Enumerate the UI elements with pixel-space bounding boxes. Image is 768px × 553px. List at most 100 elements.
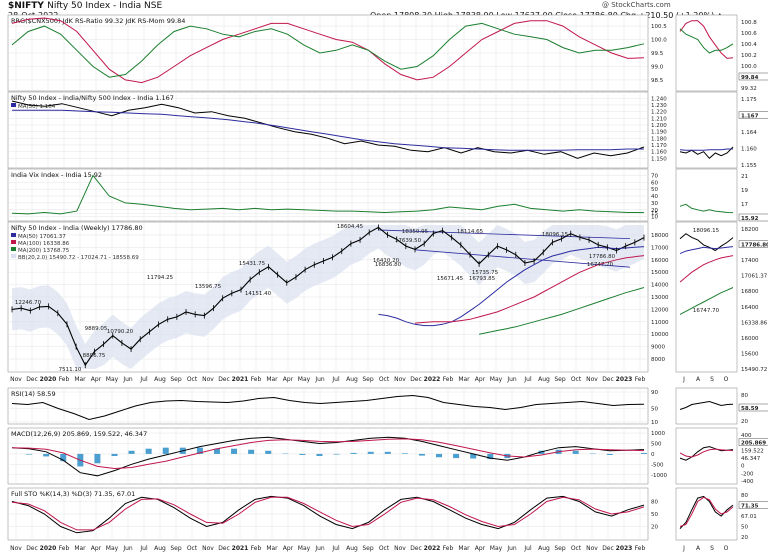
side-tick-label-rsi: 20 <box>741 419 748 425</box>
price-annotation: 15735.75 <box>472 270 499 276</box>
side-tick-label-price: 16338.86 <box>741 320 768 326</box>
price-annotation: 17639.50 <box>395 238 422 244</box>
y-tick-label-rrg: 100.5 <box>651 24 667 30</box>
macd-histogram-bar <box>384 451 391 454</box>
x-axis-label-bottom: Nov <box>394 545 406 552</box>
y-tick-label-ratio: 1.240 <box>651 96 667 102</box>
x-axis-label: Mar <box>266 376 278 383</box>
side-tick-label-macd: -400 <box>741 479 754 485</box>
x-axis-label: Feb <box>443 376 454 383</box>
x-axis-label: Aug <box>538 376 550 383</box>
y-tick-label-price: 17000 <box>651 245 669 251</box>
x-axis-label-bottom: Apr <box>283 545 294 552</box>
price-annotation: 15671.45 <box>437 276 464 282</box>
y-tick-label-vix: 10 <box>651 215 658 221</box>
bollinger-band <box>12 225 644 369</box>
y-tick-label-ratio: 1.170 <box>651 143 667 149</box>
price-annotation: 13596.75 <box>195 284 222 290</box>
x-axis-label: Dec <box>410 376 422 383</box>
x-axis-label: Sep <box>170 376 182 383</box>
series-line-ratio-0 <box>11 100 645 159</box>
x-axis-label: Dec <box>26 376 38 383</box>
y-tick-label-sto: 20 <box>651 525 658 531</box>
price-annotation: 16410.20 <box>373 258 400 264</box>
macd-histogram-bar <box>111 453 118 456</box>
x-axis-label-bottom: Jul <box>523 545 532 552</box>
side-tick-label-price: 17061.37 <box>741 274 768 280</box>
price-annotation: 11794.25 <box>147 275 174 281</box>
price-annotation: 18350.95 <box>402 229 429 235</box>
price-annotation: 16747.70 <box>587 262 614 268</box>
x-axis-label-bottom: Dec <box>410 545 422 552</box>
macd-histogram-bar <box>436 453 443 458</box>
macd-histogram-bar <box>128 450 135 454</box>
legend-label-price: MA(50) 17061.37 <box>18 234 66 240</box>
panel-title-macd: MACD(12,26,9) 205.869, 159.522, 46.347 <box>11 430 147 438</box>
series-line-sto-1 <box>11 496 645 531</box>
macd-histogram-bar <box>213 448 220 454</box>
x-axis-label: Jul <box>331 376 340 383</box>
x-axis-label: Feb <box>251 376 262 383</box>
legend-label-price: MA(200) 13768.75 <box>18 248 70 254</box>
side-value-box-price <box>738 240 768 248</box>
side-tick-label-rsi: 80 <box>741 393 748 399</box>
side-tick-label-price: 17786.80 <box>741 243 768 249</box>
price-annotation: 10790.20 <box>107 329 134 335</box>
side-tick-label-vix: 17 <box>741 202 748 208</box>
y-tick-label-price: 9000 <box>651 345 665 351</box>
y-tick-label-ratio: 1.210 <box>651 116 667 122</box>
x-axis-label: Mar <box>458 376 470 383</box>
x-axis-label: Apr <box>91 376 102 383</box>
macd-histogram-bar <box>26 453 33 455</box>
x-axis-label-bottom: May <box>106 545 119 552</box>
x-axis-label-bottom: Aug <box>346 545 358 552</box>
side-tick-label-price: 17400 <box>741 258 759 264</box>
x-axis-label: Apr <box>475 376 486 383</box>
side-tick-label-rrg: 99.32 <box>741 86 757 92</box>
price-annotation: 15431.75 <box>239 261 266 267</box>
series-line-rsi-0 <box>11 394 645 421</box>
side-tick-label-price: 16800 <box>741 289 759 295</box>
x-axis-label-bottom: Dec <box>26 545 38 552</box>
side-tick-label-vix: 21 <box>741 174 748 180</box>
y-tick-label-ratio: 1.160 <box>651 150 667 156</box>
x-axis-label-bottom: 2023 <box>616 545 633 552</box>
macd-histogram-bar <box>418 453 425 456</box>
y-tick-label-price: 13000 <box>651 295 669 301</box>
legend-swatch-ratio <box>11 103 16 107</box>
x-axis-label-bottom: Aug <box>154 545 166 552</box>
y-tick-label-sto: 80 <box>651 499 658 505</box>
y-tick-label-sto: 50 <box>651 512 658 518</box>
x-axis-label-bottom: Nov <box>202 545 214 552</box>
series-line-macd-1 <box>11 438 645 470</box>
x-axis-label: Aug <box>346 376 358 383</box>
side-tick-label-price: 16400 <box>741 305 759 311</box>
side-x-axis-label-bottom: S <box>710 545 714 552</box>
series-line-rrg-0 <box>11 17 645 84</box>
y-tick-label-vix: 40 <box>651 194 658 200</box>
x-axis-label: Mar <box>74 376 86 383</box>
price-annotation: 17786.80 <box>589 254 616 260</box>
symbol-title: $NIFTY Nifty 50 Index - India NSE <box>8 1 162 11</box>
x-axis-label-bottom: Sep <box>362 545 374 552</box>
side-tick-label-macd: -200 <box>741 471 754 477</box>
side-x-axis-label: J <box>682 376 685 383</box>
x-axis-label-bottom: Nov <box>10 545 22 552</box>
y-tick-label-ratio: 1.220 <box>651 110 667 116</box>
panel-title-price: Nifty 50 Index - India (Weekly) 17786.80 <box>11 224 143 232</box>
side-tick-label-sto: 50 <box>741 525 748 531</box>
y-tick-label-vix: 70 <box>651 173 658 179</box>
y-tick-label-price: 14000 <box>651 283 669 289</box>
x-axis-label-bottom: Jun <box>122 545 133 552</box>
x-axis-label: Oct <box>571 376 582 383</box>
panel-frame-ratio <box>7 91 649 169</box>
side-tick-label-sto: 67.01 <box>741 514 757 520</box>
x-axis-label: Nov <box>394 376 406 383</box>
macd-histogram-bar <box>606 453 613 455</box>
y-tick-label-vix: 50 <box>651 187 658 193</box>
symbol: $NIFTY <box>8 1 44 11</box>
side-tick-label-rrg: 100.0 <box>741 64 757 70</box>
x-axis-label-bottom: Feb <box>635 545 646 552</box>
x-axis-label: Jul <box>523 376 532 383</box>
macd-histogram-bar <box>538 450 545 454</box>
